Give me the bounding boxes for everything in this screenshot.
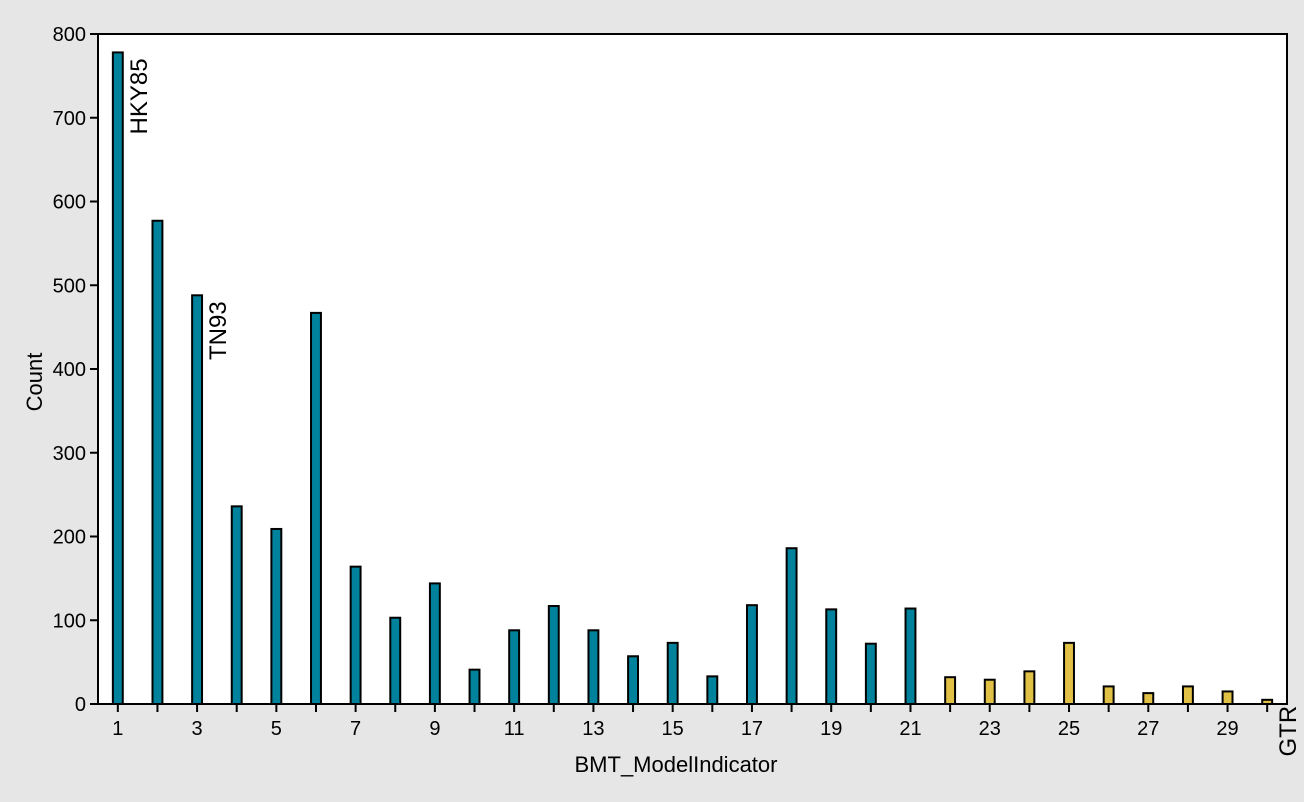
bar-13 xyxy=(587,629,600,705)
bar-11 xyxy=(508,629,521,705)
x-tick-label: 21 xyxy=(899,718,921,740)
bars xyxy=(111,51,1274,706)
bar-12 xyxy=(547,605,560,706)
x-tick-label: 27 xyxy=(1137,718,1159,740)
bar-29 xyxy=(1221,690,1234,705)
x-tick-label: 25 xyxy=(1058,718,1080,740)
plot-area xyxy=(97,33,1288,705)
x-tick-label: 5 xyxy=(271,718,282,740)
x-tick-label: 23 xyxy=(979,718,1001,740)
annotation-hky85: HKY85 xyxy=(126,58,153,134)
bar-23 xyxy=(983,678,996,706)
bar-4 xyxy=(230,505,243,705)
bar-10 xyxy=(468,668,481,705)
annotation-tn93: TN93 xyxy=(205,301,232,360)
annotations: HKY85 TN93 GTR xyxy=(126,58,1302,756)
y-tick-label: 400 xyxy=(53,359,86,381)
bar-17 xyxy=(745,604,758,705)
bar-18 xyxy=(785,547,798,705)
bar-25 xyxy=(1063,641,1075,705)
x-tick-label: 17 xyxy=(741,718,763,740)
x-axis: 1 3 5 7 9 11 13 15 17 19 21 23 25 27 29 xyxy=(112,704,1269,740)
x-tick-label: 7 xyxy=(350,718,361,740)
bar-6 xyxy=(310,311,322,705)
bar-5 xyxy=(270,527,283,706)
y-tick-label: 200 xyxy=(53,527,86,549)
y-axis-label: Count xyxy=(22,353,47,412)
bar-9 xyxy=(428,582,441,706)
bar-22 xyxy=(944,676,957,706)
bar-20 xyxy=(864,642,877,706)
x-tick-label: 15 xyxy=(662,718,684,740)
y-tick-label: 600 xyxy=(53,192,86,214)
bar-26 xyxy=(1102,685,1115,705)
bar-16 xyxy=(706,675,719,705)
bar-8 xyxy=(389,616,402,705)
bar-21 xyxy=(904,607,917,706)
bar-1 xyxy=(111,51,124,706)
bar-7 xyxy=(349,565,362,706)
x-tick-label: 19 xyxy=(820,718,842,740)
y-tick-label: 700 xyxy=(53,108,86,130)
annotation-gtr: GTR xyxy=(1275,706,1302,757)
bar-3 xyxy=(191,294,204,705)
x-tick-label: 1 xyxy=(112,718,123,740)
bar-27 xyxy=(1142,692,1155,705)
x-tick-label: 9 xyxy=(429,718,440,740)
y-tick-label: 0 xyxy=(75,694,86,716)
y-axis: 0 100 200 300 400 500 600 700 800 xyxy=(53,24,98,716)
bar-14 xyxy=(627,655,640,706)
y-tick-label: 800 xyxy=(53,24,86,46)
x-tick-label: 29 xyxy=(1216,718,1238,740)
bar-24 xyxy=(1023,670,1036,706)
y-tick-label: 300 xyxy=(53,443,86,465)
y-tick-label: 500 xyxy=(53,275,86,297)
bar-28 xyxy=(1181,685,1194,705)
bar-15 xyxy=(666,641,679,705)
x-tick-label: 11 xyxy=(504,718,525,740)
y-tick-label: 100 xyxy=(53,610,86,632)
bar-2 xyxy=(151,219,164,705)
x-axis-label: BMT_ModelIndicator xyxy=(575,752,778,777)
bar-30 xyxy=(1261,698,1274,705)
x-tick-label: 13 xyxy=(582,718,604,740)
x-tick-label: 3 xyxy=(192,718,203,740)
bar-19 xyxy=(825,608,838,705)
